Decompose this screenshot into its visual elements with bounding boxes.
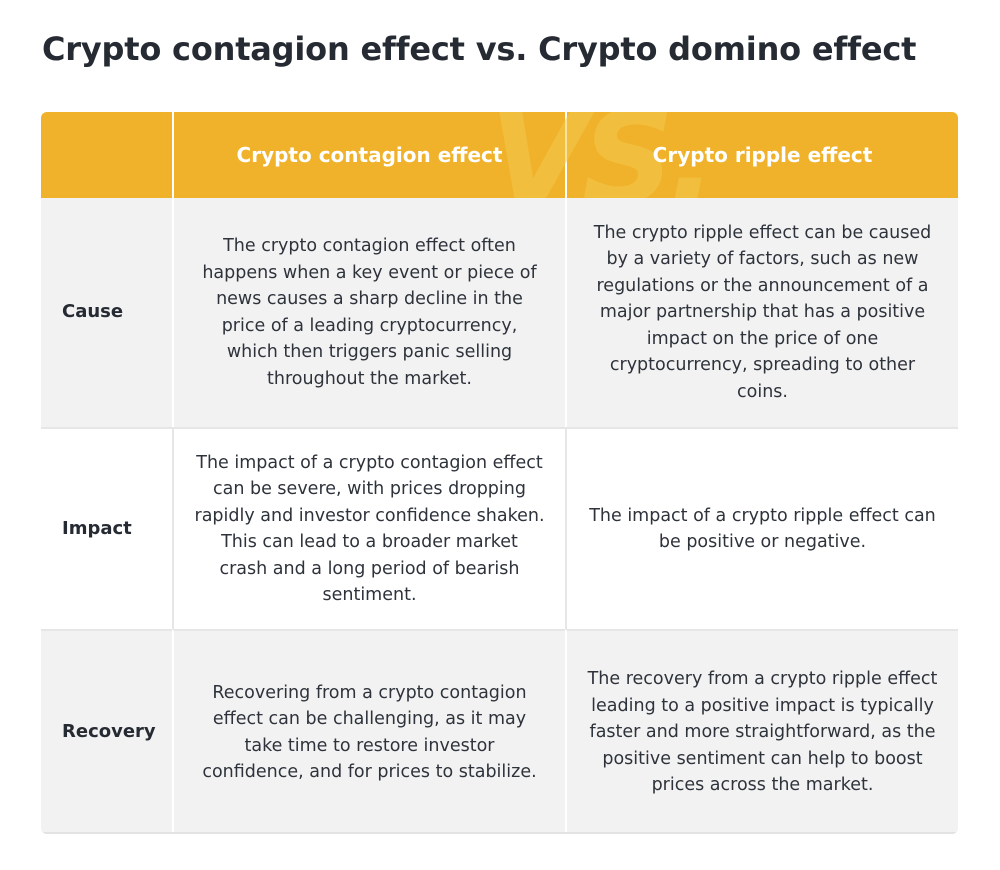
cell-cause-contagion: The crypto contagion effect often happen… (172, 198, 565, 427)
row-label-impact: Impact (41, 427, 172, 629)
column-header-contagion: Crypto contagion effect (172, 112, 565, 198)
cell-cause-ripple: The crypto ripple effect can be caused b… (565, 198, 958, 427)
page-title: Crypto contagion effect vs. Crypto domin… (42, 30, 917, 68)
header-corner-cell (41, 112, 172, 198)
impact-ripple-text: The impact of a crypto ripple effect can… (589, 505, 936, 553)
table-bottom-border (41, 832, 958, 834)
column-header-contagion-label: Crypto contagion effect (236, 142, 503, 167)
cause-contagion-text: The crypto contagion effect often happen… (202, 236, 537, 389)
cell-impact-contagion: The impact of a crypto contagion effect … (172, 427, 565, 629)
column-header-ripple: Crypto ripple effect (565, 112, 958, 198)
recovery-ripple-text: The recovery from a crypto ripple effect… (587, 669, 938, 796)
cell-recovery-ripple: The recovery from a crypto ripple effect… (565, 629, 958, 834)
cell-impact-ripple: The impact of a crypto ripple effect can… (565, 427, 958, 629)
comparison-grid: Crypto contagion effect Crypto ripple ef… (41, 112, 958, 834)
cell-recovery-contagion: Recovering from a crypto contagion effec… (172, 629, 565, 834)
row-label-cause: Cause (41, 198, 172, 427)
recovery-contagion-text: Recovering from a crypto contagion effec… (202, 682, 537, 783)
impact-contagion-text: The impact of a crypto contagion effect … (194, 452, 545, 606)
comparison-table: VS. Crypto contagion effect Crypto rippl… (41, 112, 958, 834)
row-label-recovery: Recovery (41, 629, 172, 834)
cause-ripple-text: The crypto ripple effect can be caused b… (593, 222, 932, 402)
column-header-ripple-label: Crypto ripple effect (652, 142, 873, 167)
